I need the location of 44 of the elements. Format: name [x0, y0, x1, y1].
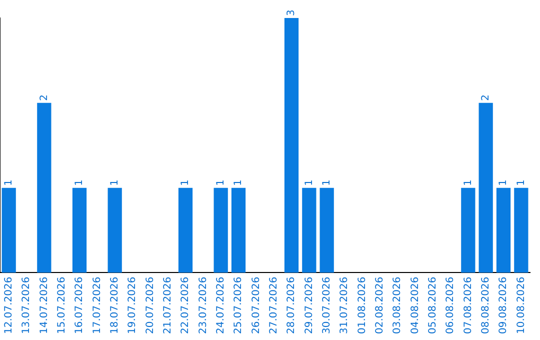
- x-tick-label: 24.07.2026: [215, 276, 226, 334]
- data-label: 1: [304, 179, 315, 186]
- data-label: 1: [498, 179, 510, 186]
- data-label: 3: [286, 10, 298, 16]
- x-tick-label: 04.08.2026: [410, 276, 421, 334]
- x-tick-label: 27.07.2026: [268, 276, 280, 334]
- x-tick-label: 29.07.2026: [304, 276, 315, 334]
- x-tick-label: 07.08.2026: [462, 276, 474, 334]
- data-label: 1: [462, 179, 474, 186]
- x-tick-label: 30.07.2026: [321, 276, 332, 334]
- data-label: 1: [233, 179, 244, 186]
- x-tick-label: 19.07.2026: [127, 276, 138, 334]
- x-tick-label: 21.07.2026: [162, 276, 174, 334]
- x-tick-label: 28.07.2026: [286, 276, 298, 334]
- x-tick-label: 23.07.2026: [198, 276, 209, 334]
- x-tick-label: 22.07.2026: [180, 276, 192, 334]
- data-label: 1: [109, 179, 120, 186]
- data-label: 1: [215, 179, 226, 186]
- x-tick-label: 03.08.2026: [392, 276, 404, 334]
- x-tick-label: 10.08.2026: [516, 276, 527, 334]
- x-tick-label: 14.07.2026: [38, 276, 50, 334]
- x-tick-label: 17.07.2026: [92, 276, 103, 334]
- data-label: 1: [180, 179, 192, 186]
- x-tick-label: 02.08.2026: [374, 276, 386, 334]
- data-label: 1: [74, 179, 86, 186]
- x-tick-label: 01.08.2026: [356, 276, 368, 334]
- data-label: 1: [3, 179, 14, 186]
- data-label: 2: [38, 94, 50, 101]
- x-tick-label: 08.08.2026: [480, 276, 492, 334]
- x-tick-label: 25.07.2026: [233, 276, 244, 334]
- x-tick-label: 06.08.2026: [445, 276, 456, 334]
- data-label: 1: [321, 179, 332, 186]
- x-tick-label: 12.07.2026: [3, 276, 14, 334]
- x-tick-label: 09.08.2026: [498, 276, 510, 334]
- data-label: 2: [480, 94, 492, 101]
- x-tick-label: 05.08.2026: [427, 276, 438, 334]
- x-tick-label: 13.07.2026: [21, 276, 32, 334]
- x-tick-label: 18.07.2026: [109, 276, 120, 334]
- x-tick-label: 20.07.2026: [144, 276, 156, 334]
- x-tick-label: 16.07.2026: [74, 276, 86, 334]
- x-tick-label: 31.07.2026: [339, 276, 350, 334]
- x-tick-label: 15.07.2026: [56, 276, 68, 334]
- data-label: 1: [516, 179, 527, 186]
- x-tick-label: 26.07.2026: [250, 276, 262, 334]
